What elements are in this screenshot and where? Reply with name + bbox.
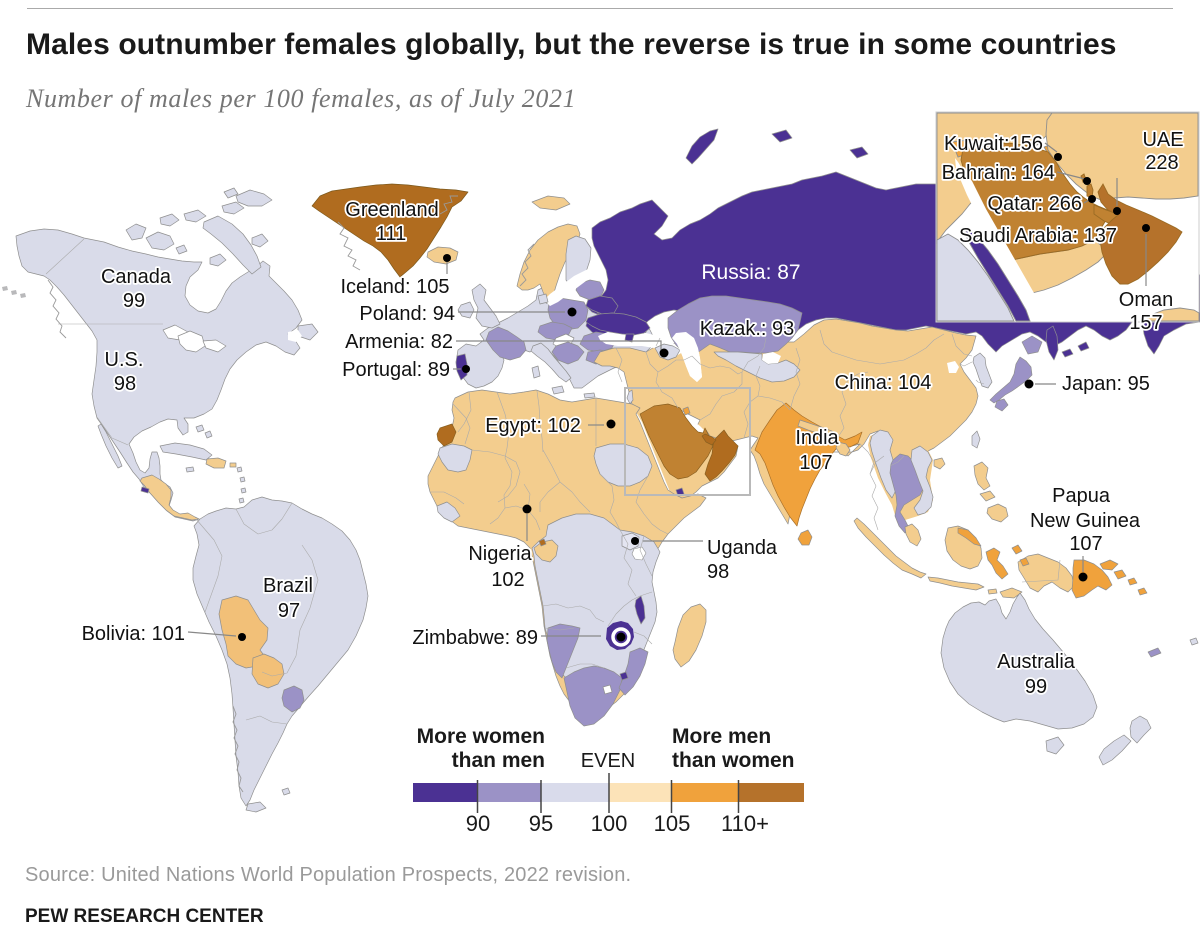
- svg-text:Kuwait:156: Kuwait:156: [944, 133, 1043, 155]
- svg-text:than men: than men: [452, 749, 545, 772]
- svg-text:Saudi Arabia: 137: Saudi Arabia: 137: [959, 225, 1117, 247]
- svg-text:Bolivia: 101: Bolivia: 101: [82, 623, 185, 645]
- svg-text:Russia: 87: Russia: 87: [701, 261, 800, 284]
- svg-text:Papua: Papua: [1052, 485, 1111, 507]
- svg-text:228: 228: [1145, 152, 1178, 174]
- svg-text:102: 102: [491, 569, 524, 591]
- svg-text:Kazak.: 93: Kazak.: 93: [700, 318, 795, 340]
- svg-text:111: 111: [376, 223, 406, 245]
- svg-text:Australia: Australia: [997, 651, 1076, 673]
- svg-text:India: India: [795, 427, 839, 449]
- svg-text:Poland: 94: Poland: 94: [359, 303, 455, 325]
- svg-text:Oman: Oman: [1119, 289, 1173, 311]
- svg-text:Greenland: Greenland: [345, 199, 438, 221]
- svg-text:97: 97: [278, 600, 300, 622]
- svg-text:More men: More men: [672, 725, 771, 748]
- svg-text:107: 107: [799, 452, 832, 474]
- svg-text:China: 104: China: 104: [835, 372, 932, 394]
- svg-text:Japan: 95: Japan: 95: [1062, 373, 1150, 395]
- svg-text:90: 90: [466, 811, 490, 836]
- svg-text:Bahrain: 164: Bahrain: 164: [942, 162, 1055, 184]
- svg-text:98: 98: [114, 373, 136, 395]
- svg-text:Portugal: 89: Portugal: 89: [342, 359, 450, 381]
- svg-text:Qatar: 266: Qatar: 266: [987, 193, 1082, 215]
- svg-text:Uganda: Uganda: [707, 537, 778, 559]
- svg-text:Brazil: Brazil: [263, 575, 313, 597]
- svg-text:Nigeria: Nigeria: [468, 543, 532, 565]
- svg-text:Egypt: 102: Egypt: 102: [485, 415, 581, 437]
- svg-text:105: 105: [654, 811, 691, 836]
- svg-text:157: 157: [1129, 312, 1162, 334]
- svg-text:Armenia: 82: Armenia: 82: [345, 331, 453, 353]
- svg-text:98: 98: [707, 561, 729, 583]
- svg-text:U.S.: U.S.: [105, 349, 144, 371]
- svg-text:More women: More women: [417, 725, 545, 748]
- svg-text:New Guinea: New Guinea: [1030, 510, 1141, 532]
- svg-text:EVEN: EVEN: [581, 750, 635, 772]
- svg-text:Iceland: 105: Iceland: 105: [341, 276, 450, 298]
- svg-text:Zimbabwe: 89: Zimbabwe: 89: [412, 627, 538, 649]
- svg-text:95: 95: [529, 811, 553, 836]
- svg-text:100: 100: [591, 811, 628, 836]
- svg-text:110+: 110+: [721, 811, 769, 836]
- svg-text:than women: than women: [672, 749, 795, 772]
- svg-text:UAE: UAE: [1142, 129, 1183, 151]
- svg-text:99: 99: [123, 290, 145, 312]
- svg-text:Canada: Canada: [101, 266, 172, 288]
- svg-text:107: 107: [1069, 533, 1102, 555]
- svg-text:99: 99: [1025, 676, 1047, 698]
